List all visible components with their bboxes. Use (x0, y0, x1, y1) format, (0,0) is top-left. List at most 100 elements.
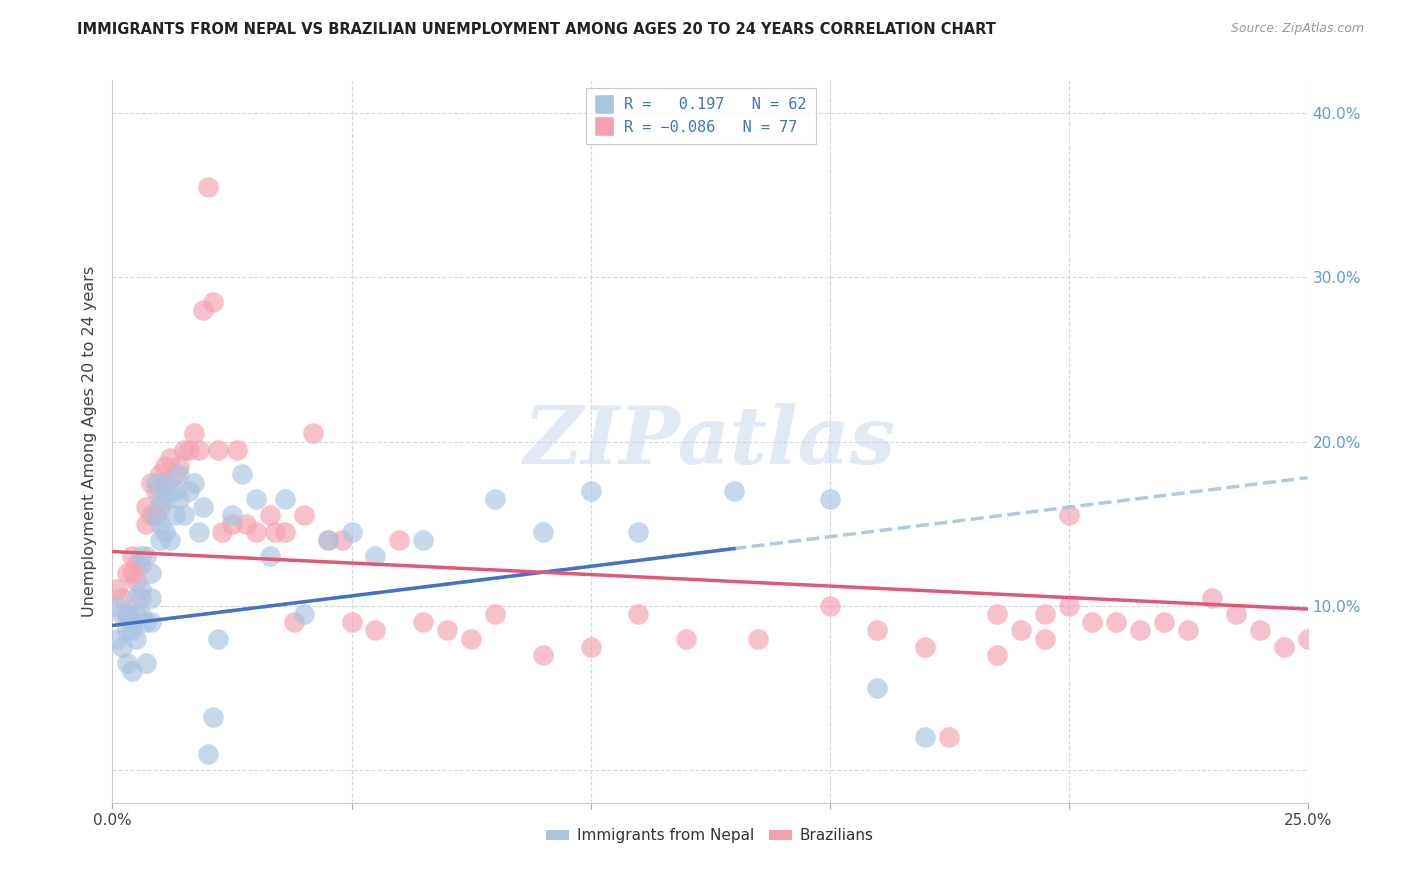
Point (264, 524, 287, 539)
Point (723, 483, 745, 498)
Point (1249, 624, 1271, 638)
Point (818, 599, 841, 613)
Point (1296, 632, 1319, 646)
Point (1153, 615, 1175, 630)
Point (177, 483, 200, 498)
Point (914, 730, 936, 744)
Point (139, 508, 162, 523)
Point (207, 632, 229, 646)
Point (866, 681, 889, 695)
Point (115, 607, 138, 621)
Point (129, 607, 152, 621)
Point (129, 549, 152, 564)
Point (292, 607, 315, 621)
Point (111, 607, 134, 621)
Point (675, 632, 697, 646)
Point (211, 524, 233, 539)
Point (579, 640, 602, 654)
Point (986, 607, 1008, 621)
Point (1225, 607, 1247, 621)
Point (115, 607, 138, 621)
Point (1010, 624, 1032, 638)
Point (125, 574, 148, 588)
Point (193, 303, 215, 318)
Point (364, 549, 387, 564)
Point (1033, 607, 1056, 621)
Point (163, 467, 186, 482)
Point (259, 549, 281, 564)
Point (1201, 591, 1223, 605)
Point (169, 459, 191, 474)
Point (914, 640, 936, 654)
Point (105, 582, 128, 597)
Point (121, 549, 143, 564)
Point (1057, 599, 1080, 613)
Point (1057, 508, 1080, 523)
Point (818, 491, 841, 506)
Point (163, 483, 186, 498)
Point (149, 516, 172, 531)
Point (340, 524, 363, 539)
Point (115, 566, 138, 580)
Point (139, 475, 162, 490)
Point (225, 442, 247, 457)
Point (183, 426, 205, 441)
Point (412, 615, 434, 630)
Point (197, 747, 219, 761)
Point (135, 500, 157, 515)
Point (330, 533, 353, 547)
Point (316, 533, 339, 547)
Point (145, 475, 167, 490)
Point (183, 475, 205, 490)
Point (145, 483, 167, 498)
Point (1129, 624, 1152, 638)
Y-axis label: Unemployment Among Ages 20 to 24 years: Unemployment Among Ages 20 to 24 years (82, 266, 97, 617)
Point (145, 508, 167, 523)
Point (139, 615, 162, 630)
Point (627, 524, 650, 539)
Point (292, 508, 315, 523)
Point (153, 491, 176, 506)
Text: ZIPatlas: ZIPatlas (524, 403, 896, 480)
Point (105, 599, 128, 613)
Point (129, 591, 152, 605)
Point (125, 591, 148, 605)
Legend: Immigrants from Nepal, Brazilians: Immigrants from Nepal, Brazilians (540, 822, 880, 849)
Point (135, 657, 157, 671)
Point (111, 640, 134, 654)
Text: IMMIGRANTS FROM NEPAL VS BRAZILIAN UNEMPLOYMENT AMONG AGES 20 TO 24 YEARS CORREL: IMMIGRANTS FROM NEPAL VS BRAZILIAN UNEMP… (77, 22, 997, 37)
Point (938, 730, 960, 744)
Point (145, 508, 167, 523)
Point (460, 632, 482, 646)
Point (484, 607, 506, 621)
Point (579, 483, 602, 498)
Text: Source: ZipAtlas.com: Source: ZipAtlas.com (1230, 22, 1364, 36)
Point (221, 516, 243, 531)
Point (177, 442, 200, 457)
Point (388, 533, 411, 547)
Point (187, 524, 209, 539)
Point (153, 524, 176, 539)
Point (316, 533, 339, 547)
Point (135, 549, 157, 564)
Point (484, 491, 506, 506)
Point (207, 442, 229, 457)
Point (121, 615, 143, 630)
Point (159, 483, 181, 498)
Point (866, 624, 889, 638)
Point (1105, 615, 1128, 630)
Point (159, 450, 181, 465)
Point (121, 624, 143, 638)
Point (125, 632, 148, 646)
Point (201, 295, 224, 310)
Point (201, 710, 224, 724)
Point (153, 475, 176, 490)
Point (139, 566, 162, 580)
Point (149, 500, 172, 515)
Point (235, 516, 257, 531)
Point (412, 533, 434, 547)
Point (1033, 632, 1056, 646)
Point (531, 524, 554, 539)
Point (115, 657, 138, 671)
Point (193, 500, 215, 515)
